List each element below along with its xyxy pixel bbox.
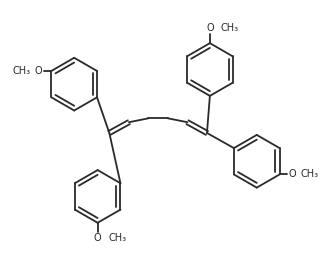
Text: CH₃: CH₃ (13, 66, 31, 76)
Text: O: O (206, 23, 214, 33)
Text: O: O (35, 66, 43, 76)
Text: O: O (94, 232, 101, 242)
Text: CH₃: CH₃ (108, 232, 126, 242)
Text: O: O (288, 169, 296, 179)
Text: CH₃: CH₃ (220, 23, 239, 33)
Text: CH₃: CH₃ (300, 169, 318, 179)
